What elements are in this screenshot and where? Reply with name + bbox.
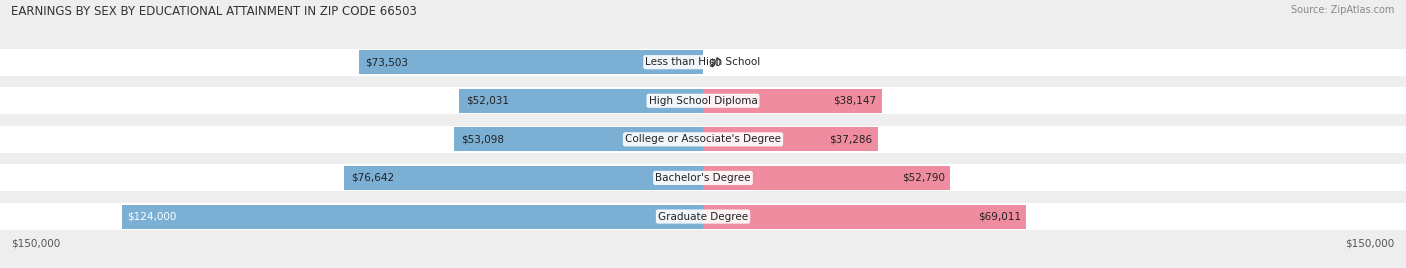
Text: College or Associate's Degree: College or Associate's Degree <box>626 134 780 144</box>
Bar <box>460 89 703 113</box>
Text: $69,011: $69,011 <box>977 211 1021 222</box>
Text: $73,503: $73,503 <box>366 57 409 67</box>
Bar <box>0 165 1406 191</box>
Text: $37,286: $37,286 <box>830 134 872 144</box>
Bar <box>0 203 1406 230</box>
Bar <box>0 49 1406 76</box>
Text: $53,098: $53,098 <box>461 134 505 144</box>
Bar <box>344 166 703 190</box>
Text: High School Diploma: High School Diploma <box>648 96 758 106</box>
Text: $52,790: $52,790 <box>901 173 945 183</box>
Text: $76,642: $76,642 <box>352 173 394 183</box>
Bar <box>122 204 703 229</box>
Text: EARNINGS BY SEX BY EDUCATIONAL ATTAINMENT IN ZIP CODE 66503: EARNINGS BY SEX BY EDUCATIONAL ATTAINMEN… <box>11 5 418 18</box>
Text: $38,147: $38,147 <box>832 96 876 106</box>
Text: Source: ZipAtlas.com: Source: ZipAtlas.com <box>1291 5 1395 15</box>
Text: $124,000: $124,000 <box>128 211 177 222</box>
Text: $150,000: $150,000 <box>1346 239 1395 248</box>
Bar <box>703 166 950 190</box>
Bar <box>703 204 1026 229</box>
Bar <box>359 50 703 74</box>
Text: $150,000: $150,000 <box>11 239 60 248</box>
Bar <box>454 127 703 151</box>
Text: Less than High School: Less than High School <box>645 57 761 67</box>
Text: $52,031: $52,031 <box>467 96 509 106</box>
Text: Bachelor's Degree: Bachelor's Degree <box>655 173 751 183</box>
Bar <box>0 87 1406 114</box>
Bar <box>0 126 1406 153</box>
Bar <box>703 89 882 113</box>
Text: $0: $0 <box>709 57 721 67</box>
Text: Graduate Degree: Graduate Degree <box>658 211 748 222</box>
Bar <box>703 127 877 151</box>
